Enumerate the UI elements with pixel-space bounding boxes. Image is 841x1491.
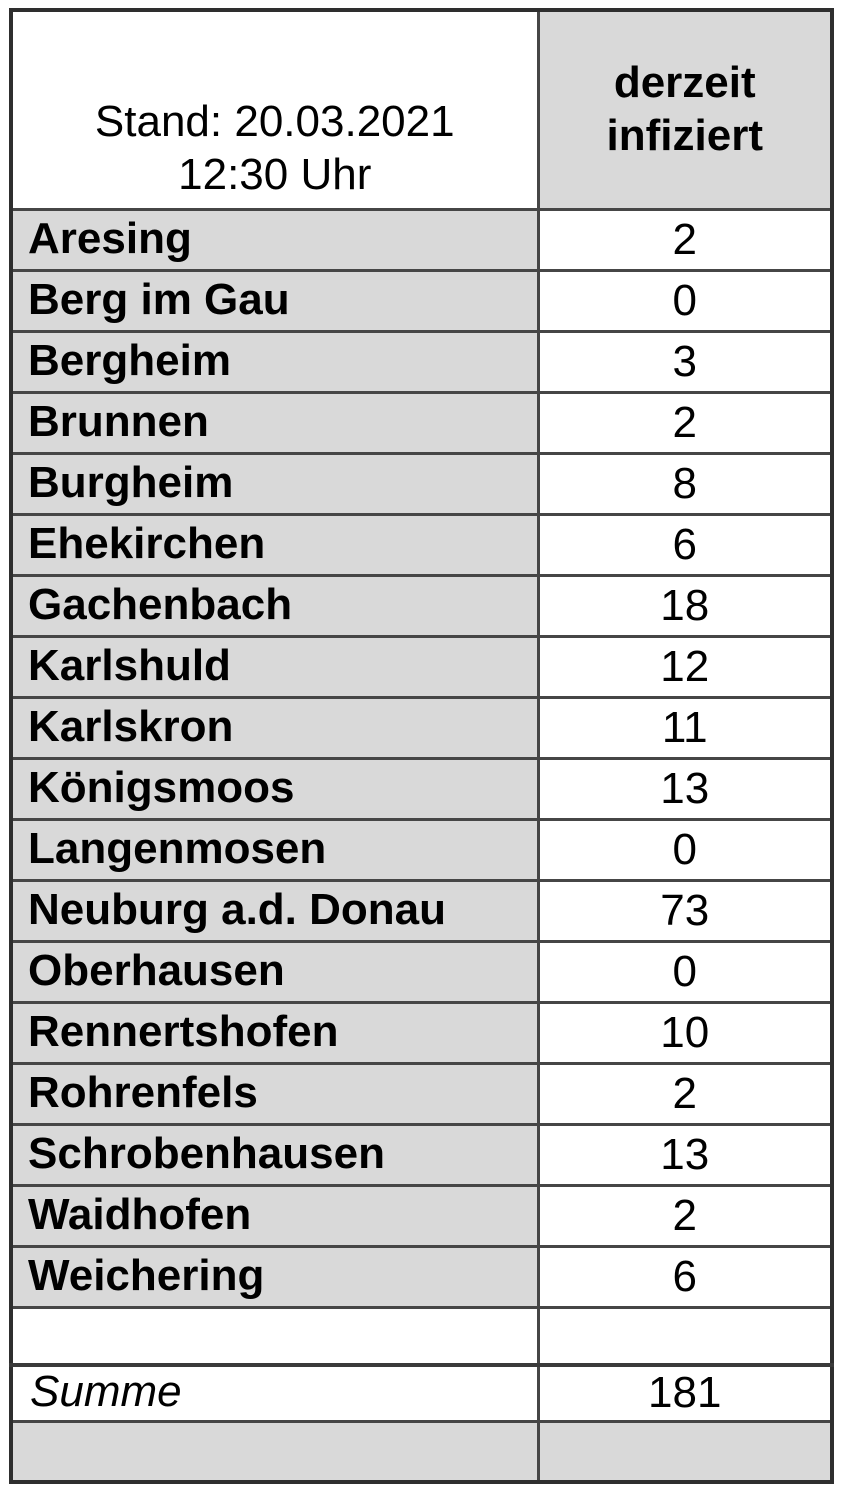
sum-row: Summe 181 [9,1362,834,1423]
municipality-name-cell: Karlshuld [9,635,540,699]
partial-next-row [9,1420,834,1483]
sum-label-cell: Summe [9,1362,540,1423]
municipality-row: Weichering 6 [9,1245,834,1309]
municipality-name-cell: Gachenbach [9,574,540,638]
infected-count-cell: 11 [536,696,834,760]
infected-count-cell: 8 [536,452,834,516]
municipality-row: Brunnen 2 [9,391,834,455]
header-row: Stand: 20.03.2021 12:30 Uhr derzeit infi… [9,8,834,211]
infected-count-cell: 13 [536,1123,834,1187]
partial-value-cell [536,1420,834,1483]
municipality-row: Gachenbach 18 [9,574,834,638]
infected-count-cell: 6 [536,513,834,577]
municipality-row: Ehekirchen 6 [9,513,834,577]
municipality-row: Karlskron 11 [9,696,834,760]
municipality-name-cell: Rennertshofen [9,1001,540,1065]
municipality-row: Berg im Gau 0 [9,269,834,333]
municipality-name-cell: Oberhausen [9,940,540,1004]
infected-header-line2: infiziert [606,111,763,160]
infected-count-cell: 2 [536,391,834,455]
municipality-row: Königsmoos 13 [9,757,834,821]
municipality-name-cell: Waidhofen [9,1184,540,1248]
date-header-cell: Stand: 20.03.2021 12:30 Uhr [9,8,540,211]
infected-count-cell: 2 [536,208,834,272]
infected-count-cell: 3 [536,330,834,394]
infected-count-cell: 6 [536,1245,834,1309]
municipality-name-cell: Weichering [9,1245,540,1309]
municipality-name-cell: Bergheim [9,330,540,394]
spacer-value-cell [536,1306,834,1366]
infected-count-cell: 18 [536,574,834,638]
sum-value-cell: 181 [536,1362,834,1423]
municipality-name-cell: Berg im Gau [9,269,540,333]
municipality-row: Bergheim 3 [9,330,834,394]
infected-count-cell: 2 [536,1184,834,1248]
infected-count-cell: 73 [536,879,834,943]
municipality-name-cell: Burgheim [9,452,540,516]
municipality-name-cell: Rohrenfels [9,1062,540,1126]
municipality-name-cell: Aresing [9,208,540,272]
infected-count-cell: 10 [536,1001,834,1065]
municipality-name-cell: Brunnen [9,391,540,455]
spacer-name-cell [9,1306,540,1366]
infected-count-cell: 0 [536,269,834,333]
infected-count-cell: 12 [536,635,834,699]
infected-count-cell: 0 [536,818,834,882]
infected-count-cell: 13 [536,757,834,821]
infected-header-line1: derzeit [613,58,756,108]
municipality-row: Oberhausen 0 [9,940,834,1004]
stand-time-line: 12:30 Uhr [178,150,372,200]
municipality-name-cell: Schrobenhausen [9,1123,540,1187]
municipality-row: Rennertshofen 10 [9,1001,834,1065]
municipality-row: Schrobenhausen 13 [9,1123,834,1187]
infected-count-cell: 2 [536,1062,834,1126]
spacer-row [9,1306,834,1366]
municipality-row: Langenmosen 0 [9,818,834,882]
municipality-row: Rohrenfels 2 [9,1062,834,1126]
infected-count-cell: 0 [536,940,834,1004]
municipality-name-cell: Neuburg a.d. Donau [9,879,540,943]
infected-count-header-cell: derzeit infiziert [536,8,834,211]
municipality-row: Burgheim 8 [9,452,834,516]
municipality-row: Neuburg a.d. Donau 73 [9,879,834,943]
municipality-row: Aresing 2 [9,208,834,272]
municipality-name-cell: Ehekirchen [9,513,540,577]
municipality-name-cell: Langenmosen [9,818,540,882]
municipality-row: Waidhofen 2 [9,1184,834,1248]
partial-name-cell [9,1420,540,1483]
municipality-row: Karlshuld 12 [9,635,834,699]
covid-infection-table: Stand: 20.03.2021 12:30 Uhr derzeit infi… [9,8,834,1484]
municipality-name-cell: Karlskron [9,696,540,760]
municipality-name-cell: Königsmoos [9,757,540,821]
stand-date-line: Stand: 20.03.2021 [94,97,455,147]
